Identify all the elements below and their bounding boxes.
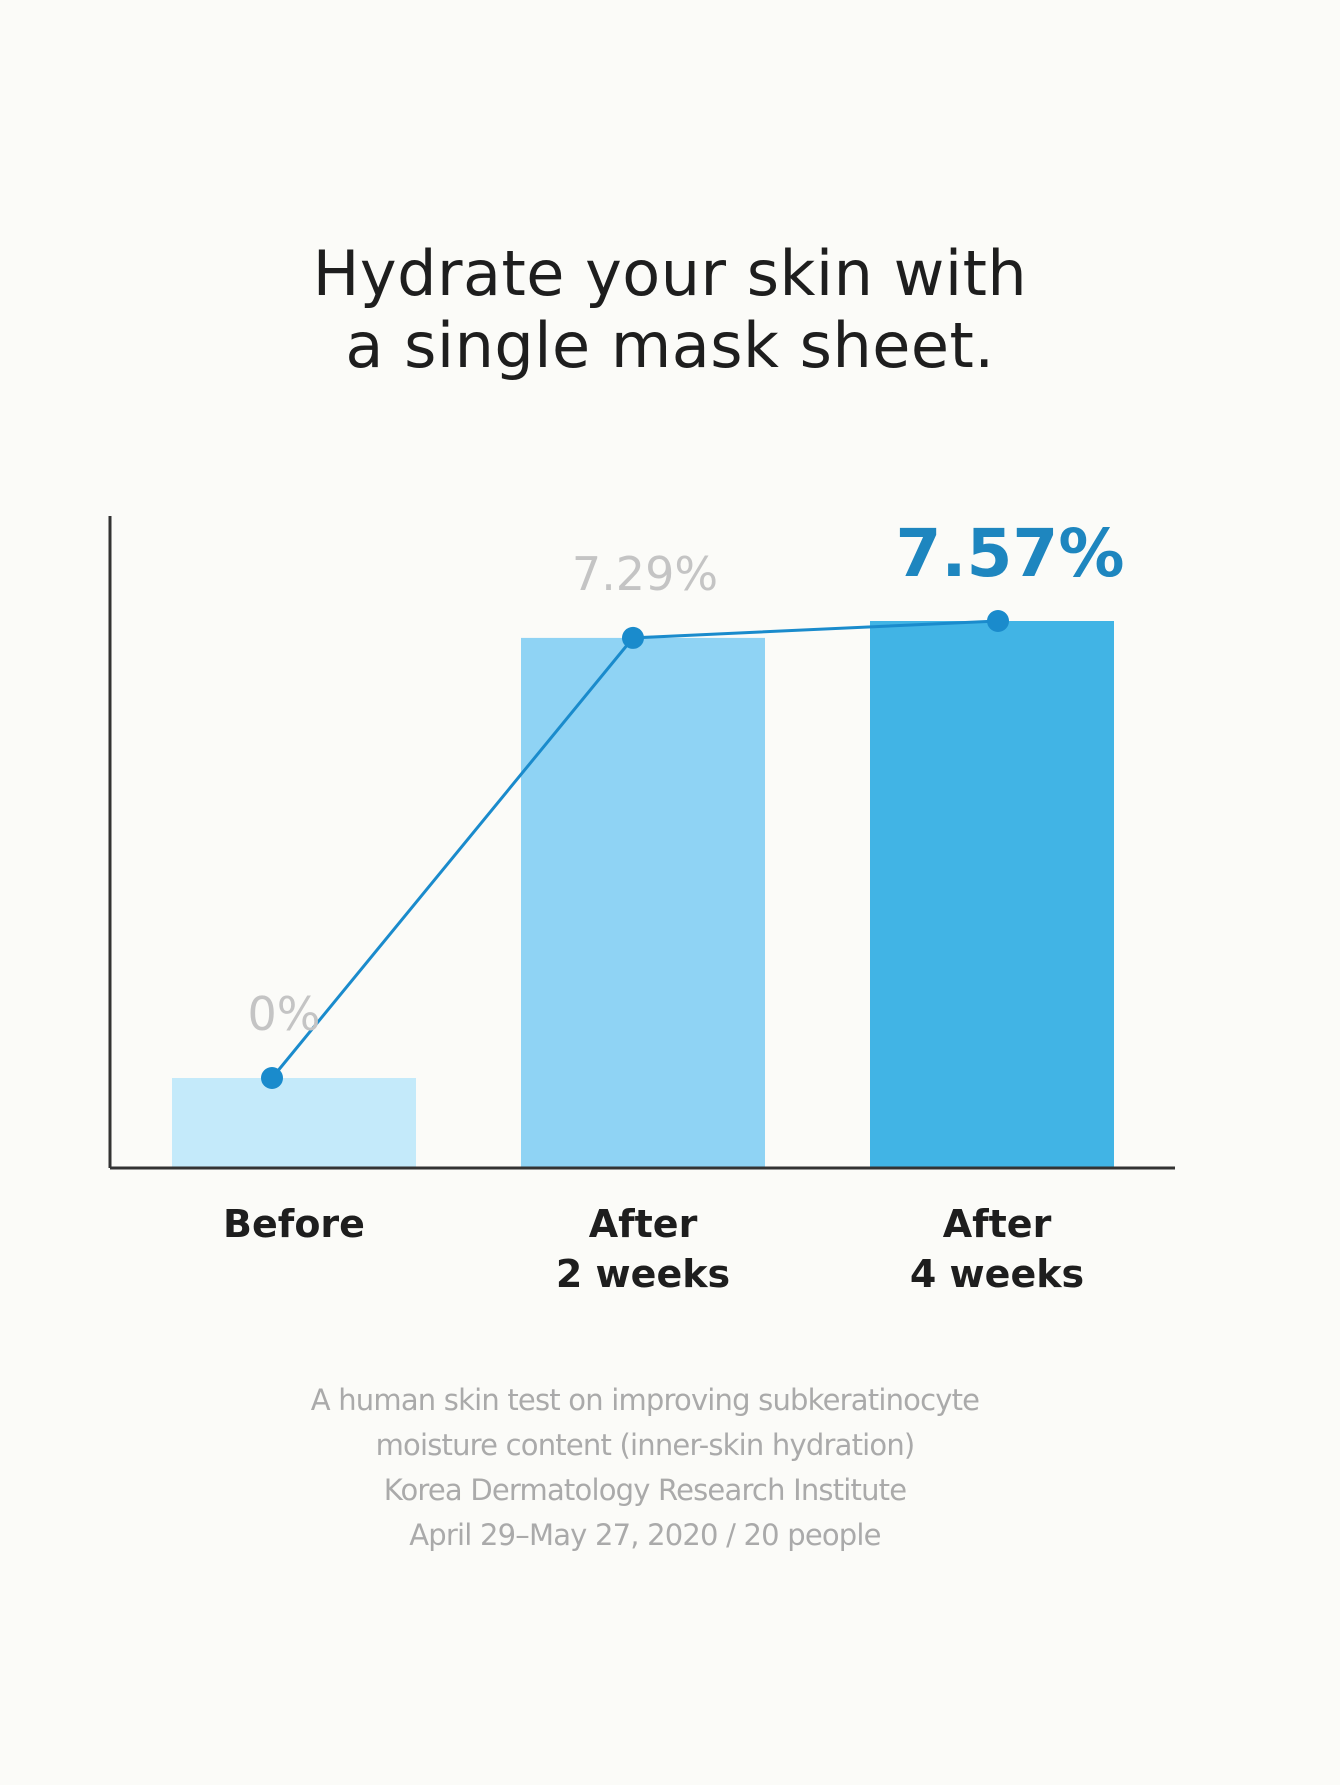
- category-label-1-0: After: [589, 1202, 698, 1246]
- value-label-2: 7.57%: [896, 515, 1125, 592]
- data-point-0: [261, 1067, 283, 1089]
- category-label-2-0: After: [943, 1202, 1052, 1246]
- data-point-1: [622, 626, 644, 649]
- footnote-line-1: A human skin test on improving subkerati…: [310, 1383, 980, 1417]
- category-label-1-1: 2 weeks: [556, 1252, 730, 1296]
- chart-title: Hydrate your skin with a single mask she…: [0, 238, 1340, 382]
- bar-1: [521, 637, 765, 1168]
- value-label-1: 7.29%: [572, 547, 718, 601]
- footnote-line-2: moisture content (inner-skin hydration): [375, 1428, 916, 1462]
- data-point-2: [987, 610, 1009, 632]
- category-label-2-1: 4 weeks: [910, 1252, 1084, 1296]
- bar-0: [172, 1078, 416, 1168]
- footnote: A human skin test on improving subkerati…: [0, 1378, 1290, 1558]
- bar-2: [870, 621, 1114, 1168]
- title-line-1: Hydrate your skin with: [312, 237, 1028, 310]
- category-label-0-0: Before: [223, 1202, 365, 1246]
- footnote-line-3: Korea Dermatology Research Institute: [383, 1473, 907, 1507]
- title-line-2: a single mask sheet.: [345, 309, 995, 382]
- footnote-line-4: April 29–May 27, 2020 / 20 people: [409, 1518, 881, 1552]
- value-label-0: 0%: [248, 987, 321, 1041]
